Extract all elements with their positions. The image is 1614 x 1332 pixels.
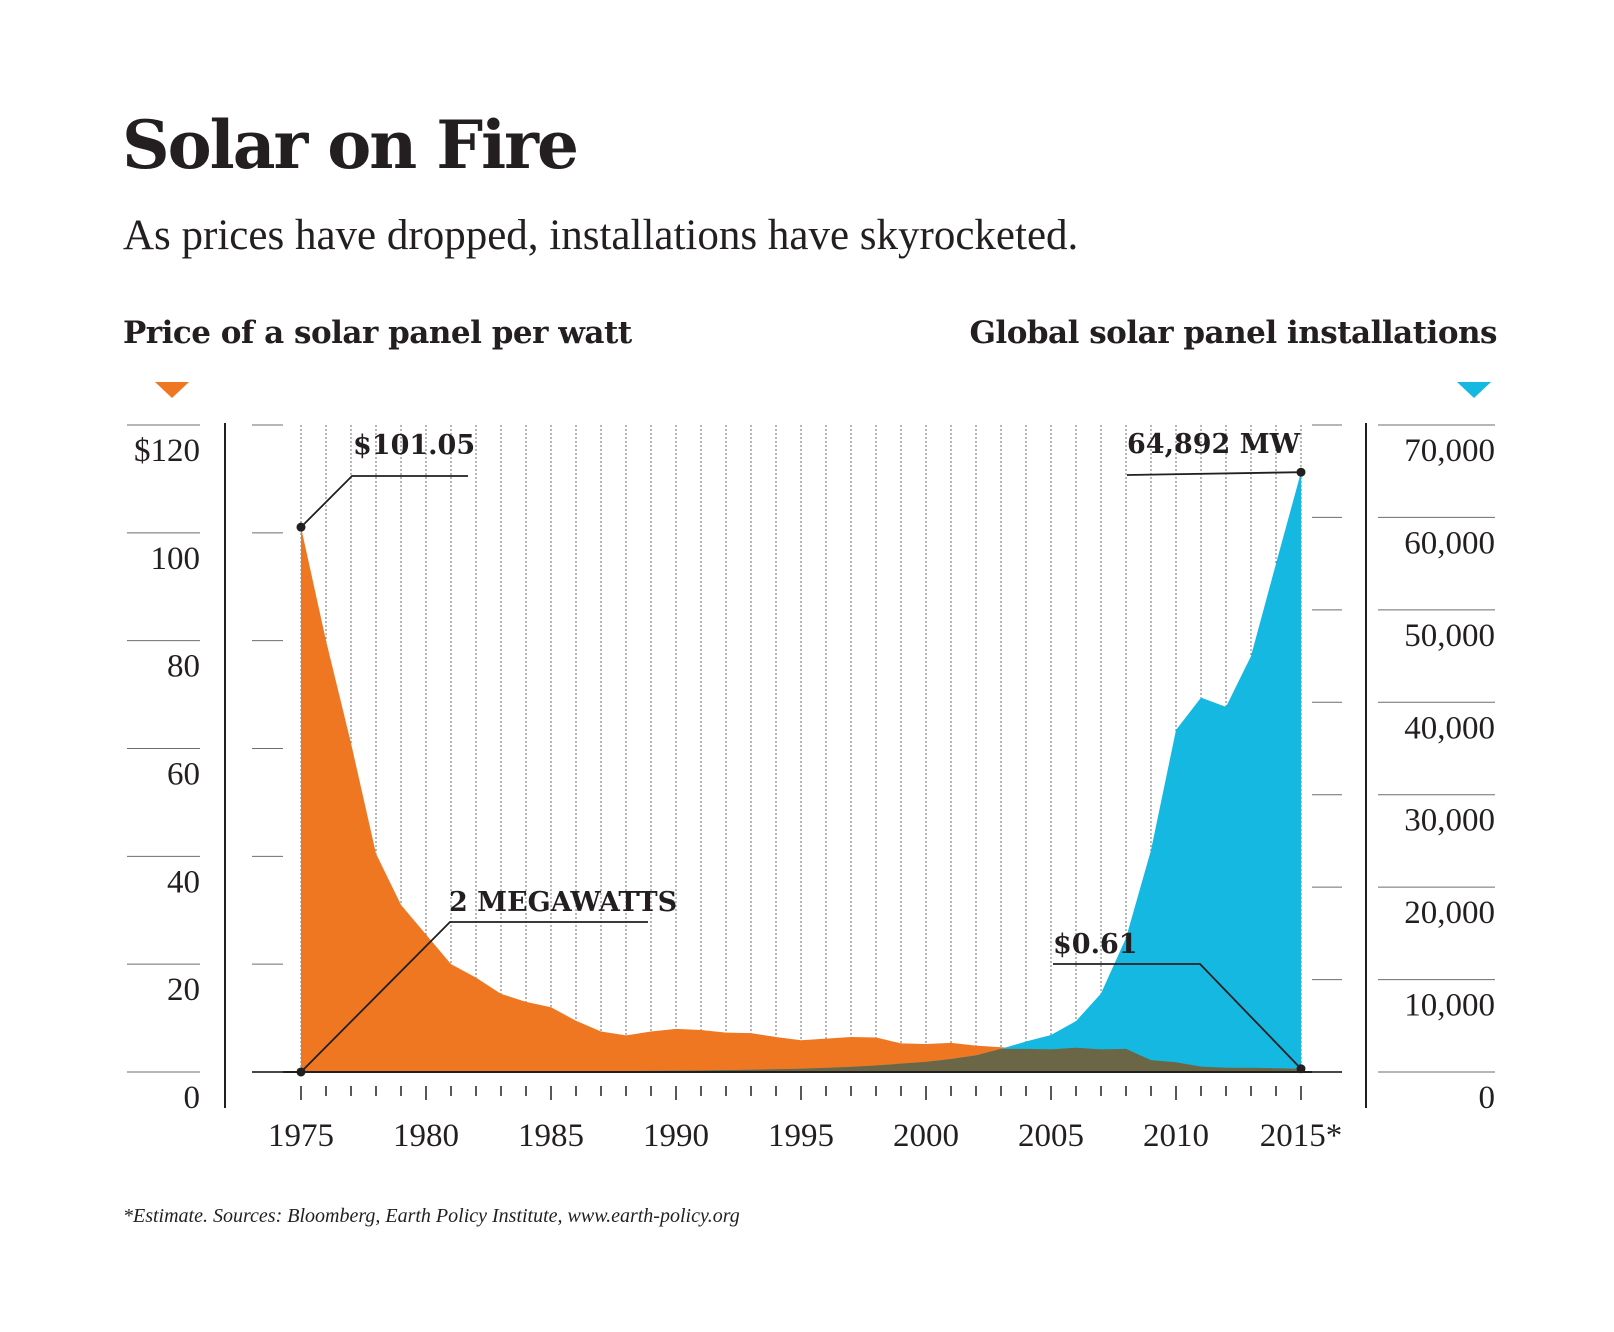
annotation-dot (1296, 467, 1306, 477)
series-installations-area (301, 472, 1301, 1073)
x-tick-label: 1985 (518, 1118, 584, 1154)
annotations: $101.05 2 MEGAWATTS $0.61 64,892 MW (296, 429, 1306, 1077)
footnote: *Estimate. Sources: Bloomberg, Earth Pol… (123, 1205, 740, 1227)
left-axis-ticks: 0 20 40 60 80 100 $120 (127, 424, 283, 1116)
right-tick-label: 0 (1479, 1080, 1496, 1116)
axes-frame (224, 423, 1367, 1108)
right-tick-label: 10,000 (1404, 988, 1495, 1024)
annotation-leader-line (1126, 471, 1302, 476)
right-tick-label: 70,000 (1404, 433, 1495, 469)
annotation-leader-line (1053, 963, 1302, 1070)
x-axis-ticks: 1975 1980 1985 1990 1995 2000 2005 2010 2015* (268, 1086, 1342, 1154)
series-price-area (301, 527, 1301, 1072)
chart-title: Solar on Fire (122, 106, 579, 184)
x-tick-label: 2015* (1260, 1118, 1343, 1154)
annotation-dot (296, 522, 306, 532)
left-tick-label: 40 (167, 864, 200, 900)
annotation-dot (1296, 1064, 1306, 1074)
left-axis-marker-triangle (155, 382, 189, 398)
annotation-label: 64,892 MW (1127, 429, 1301, 460)
x-tick-label: 1995 (768, 1118, 834, 1154)
x-tick-label: 2005 (1018, 1118, 1084, 1154)
x-tick-label: 1975 (268, 1118, 334, 1154)
right-tick-label: 40,000 (1404, 710, 1495, 746)
left-tick-label: 0 (184, 1080, 201, 1116)
x-tick-label: 2000 (893, 1118, 959, 1154)
annotation-label: 2 MEGAWATTS (449, 887, 677, 918)
annotation-label: $0.61 (1053, 929, 1138, 960)
series-overlap-area (301, 1047, 1301, 1072)
right-tick-label: 30,000 (1404, 803, 1495, 839)
annotation-leader-line (300, 921, 648, 1073)
annotation-leader-line (300, 475, 468, 528)
left-tick-label: 60 (167, 757, 200, 793)
left-tick-label: 80 (167, 649, 200, 685)
left-tick-label: 100 (151, 541, 201, 577)
right-axis-marker-triangle (1457, 382, 1491, 398)
right-tick-label: 20,000 (1404, 895, 1495, 931)
left-tick-label: 20 (167, 972, 200, 1008)
annotation-dot (296, 1067, 306, 1077)
right-tick-label: 60,000 (1404, 525, 1495, 561)
right-tick-label: 50,000 (1404, 618, 1495, 654)
x-tick-label: 1990 (643, 1118, 709, 1154)
x-tick-label: 2010 (1143, 1118, 1209, 1154)
right-axis-title: Global solar panel installations (969, 315, 1497, 351)
right-axis-ticks: 0 10,000 20,000 30,000 40,000 50,000 60,000 70,… (1312, 424, 1496, 1116)
annotation-label: $101.05 (353, 430, 475, 461)
chart-subtitle: As prices have dropped, installations ha… (123, 212, 1079, 259)
left-tick-label: $120 (134, 433, 200, 469)
x-tick-label: 1980 (393, 1118, 459, 1154)
left-axis-title: Price of a solar panel per watt (123, 315, 632, 351)
